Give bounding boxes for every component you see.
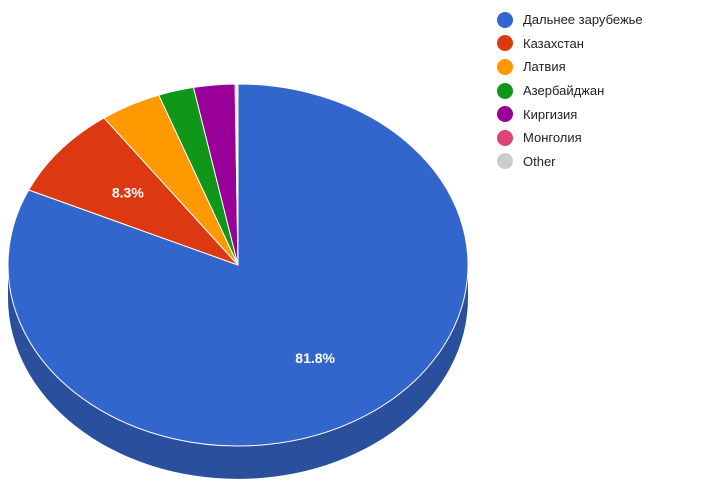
legend-swatch-icon <box>497 35 513 52</box>
legend-label: Казахстан <box>523 35 584 51</box>
legend-item[interactable]: Азербайджан <box>497 79 643 103</box>
pie-slices <box>7 83 469 447</box>
legend-item[interactable]: Киргизия <box>497 102 643 126</box>
slice-value-label: 81.8% <box>295 350 335 366</box>
pie-slice[interactable] <box>236 83 239 266</box>
legend-label: Монголия <box>523 130 582 146</box>
legend-swatch-icon <box>497 153 513 170</box>
legend-item[interactable]: Монголия <box>497 126 643 150</box>
legend-label: Other <box>523 153 556 169</box>
legend-swatch-icon <box>497 129 513 146</box>
legend-label: Дальнее зарубежье <box>523 12 643 28</box>
legend-label: Азербайджан <box>523 83 605 99</box>
legend-swatch-icon <box>497 106 513 123</box>
legend-label: Киргизия <box>523 106 578 122</box>
pie-side-walls <box>8 265 468 479</box>
pie-slice[interactable] <box>27 117 239 266</box>
slice-value-label: 8.3% <box>112 184 144 200</box>
pie-side-Дальнее зарубежье <box>8 265 468 479</box>
chart-legend: Дальнее зарубежье Казахстан Латвия Азербайд… <box>497 8 643 173</box>
legend-swatch-icon <box>497 11 513 28</box>
legend-swatch-icon <box>497 82 513 99</box>
legend-item[interactable]: Other <box>497 150 643 174</box>
legend-item[interactable]: Латвия <box>497 55 643 79</box>
legend-label: Латвия <box>523 59 566 75</box>
legend-item[interactable]: Казахстан <box>497 32 643 56</box>
legend-swatch-icon <box>497 58 513 75</box>
legend-item[interactable]: Дальнее зарубежье <box>497 8 643 32</box>
pie-slice[interactable] <box>7 83 469 447</box>
pie-chart-svg: 81.8% 8.3% <box>7 83 469 479</box>
